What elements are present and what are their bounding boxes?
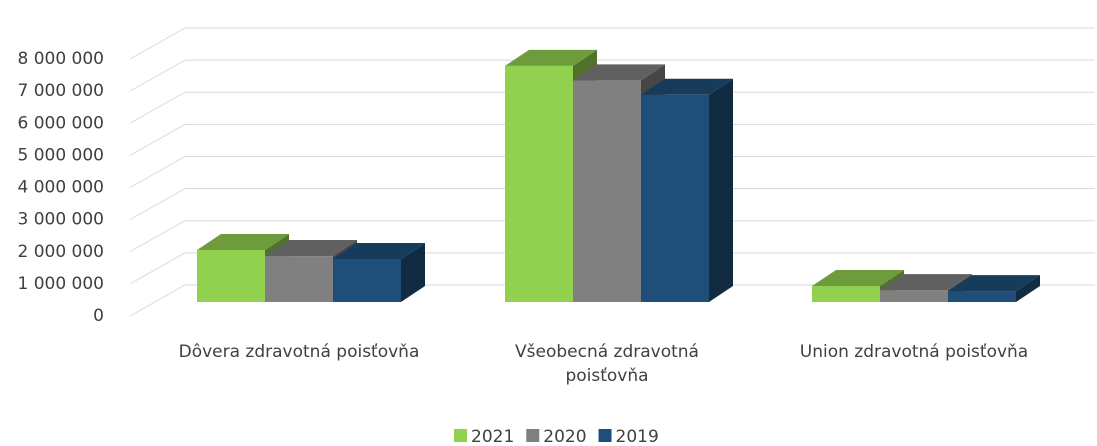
grid-line [129, 188, 1095, 221]
bar-top [641, 78, 733, 95]
bar-top [812, 269, 904, 286]
y-tick-label: 4 000 000 [17, 178, 104, 198]
grid-line [129, 123, 1095, 156]
legend-swatch [598, 429, 612, 442]
bar-top [265, 240, 357, 257]
bar-top [573, 64, 665, 81]
grid-line [129, 252, 1095, 285]
grid-line [129, 284, 1095, 317]
bar [573, 80, 641, 303]
legend-swatch [454, 429, 467, 442]
bar-top [197, 233, 289, 250]
bar-side [401, 242, 425, 302]
y-tick-label: 0 [93, 306, 104, 326]
bar [265, 256, 333, 302]
bar-top [880, 274, 972, 291]
bar-side [1016, 275, 1040, 302]
x-tick-label: Union zdravotná poisťovňa [799, 342, 1029, 362]
grid-line [129, 59, 1095, 92]
grid-line [129, 156, 1095, 188]
y-tick-label: 6 000 000 [17, 113, 104, 133]
bar [641, 94, 709, 302]
x-tick-label: Všeobecná zdravotná poisťovňa [515, 342, 699, 386]
bar [812, 285, 880, 302]
grid-line [129, 91, 1095, 124]
bar-side [709, 78, 733, 302]
y-tick-label: 8 000 000 [17, 49, 104, 69]
bar-top [948, 275, 1040, 292]
bar [948, 291, 1016, 302]
y-tick-label: 5 000 000 [17, 145, 104, 165]
y-tick-label: 1 000 000 [17, 274, 104, 294]
y-tick-label: 3 000 000 [17, 210, 104, 230]
x-tick-label: Dôvera zdravotná poisťovňa [178, 342, 420, 362]
y-tick-label: 7 000 000 [17, 81, 104, 101]
bar [333, 258, 401, 302]
bar [505, 65, 573, 302]
legend-label: 2019 [616, 427, 659, 446]
bar [197, 249, 265, 302]
legend-label: 2020 [543, 427, 586, 446]
bar-top [505, 49, 597, 66]
bar [880, 290, 948, 302]
legend-label: 2021 [471, 427, 514, 446]
bar-top [333, 242, 425, 259]
grid-line [129, 220, 1095, 253]
y-tick-label: 2 000 000 [17, 242, 104, 262]
grid-line [129, 27, 1095, 60]
legend-swatch [526, 429, 540, 442]
